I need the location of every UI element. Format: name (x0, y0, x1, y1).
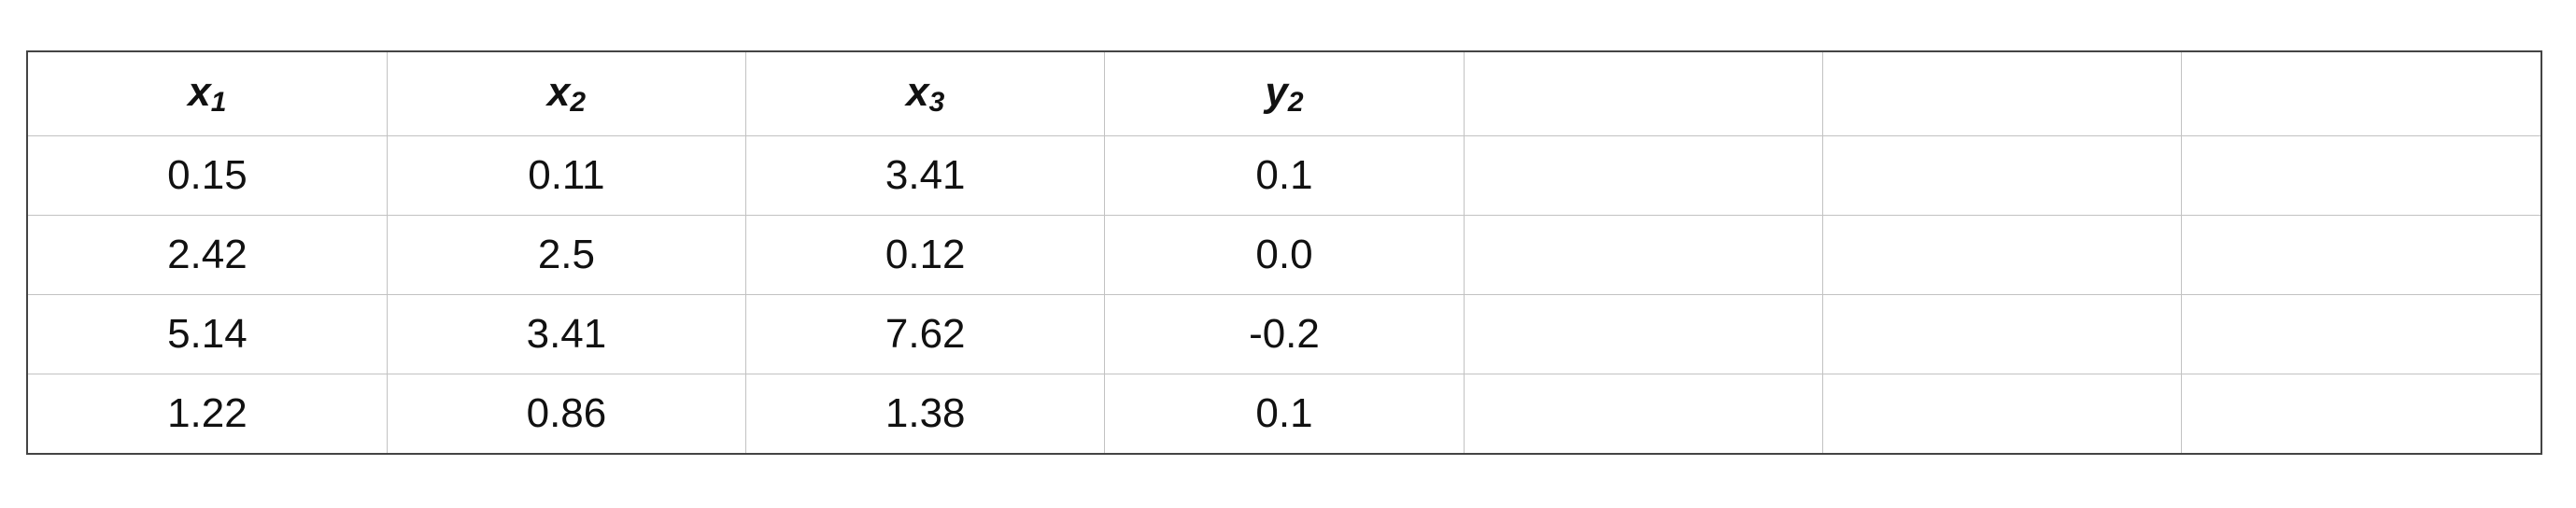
table-cell (1821, 374, 2183, 453)
table-cell: -0.2 (1104, 294, 1465, 375)
table-cell: 0.86 (386, 374, 747, 453)
table-cell: 1.22 (28, 374, 388, 453)
table-cell: 7.62 (745, 294, 1106, 375)
table-cell (1463, 374, 1823, 453)
table-cell: 0.1 (1104, 374, 1465, 453)
header-cell-empty (1821, 52, 2183, 136)
data-table-grid: x1 x2 x3 y2 0.15 0.11 3.41 0.1 2.42 2.5 … (28, 52, 2541, 453)
table-cell (1821, 134, 2183, 216)
table-cell: 0.0 (1104, 214, 1465, 296)
table-cell (1463, 294, 1823, 375)
table-cell (1821, 294, 2183, 375)
table-cell (2181, 374, 2541, 453)
table-cell: 0.1 (1104, 134, 1465, 216)
table-cell (2181, 214, 2541, 296)
data-table: x1 x2 x3 y2 0.15 0.11 3.41 0.1 2.42 2.5 … (26, 50, 2542, 455)
header-cell-x2: x2 (386, 52, 747, 136)
table-cell (2181, 294, 2541, 375)
table-cell: 1.38 (745, 374, 1106, 453)
table-cell (1463, 214, 1823, 296)
header-cell-y2: y2 (1104, 52, 1465, 136)
header-cell-x1: x1 (28, 52, 388, 136)
table-cell: 2.5 (386, 214, 747, 296)
table-row: 1.22 0.86 1.38 0.1 (28, 374, 2541, 453)
table-cell: 0.11 (386, 134, 747, 216)
table-cell: 0.15 (28, 134, 388, 216)
table-row: 2.42 2.5 0.12 0.0 (28, 214, 2541, 296)
table-row: 5.14 3.41 7.62 -0.2 (28, 294, 2541, 375)
table-cell (2181, 134, 2541, 216)
table-cell: 5.14 (28, 294, 388, 375)
header-row: x1 x2 x3 y2 (28, 52, 2541, 136)
table-cell: 3.41 (386, 294, 747, 375)
table-cell (1463, 134, 1823, 216)
header-cell-empty (2181, 52, 2541, 136)
table-cell: 2.42 (28, 214, 388, 296)
header-cell-x3: x3 (745, 52, 1106, 136)
table-cell (1821, 214, 2183, 296)
table-row: 0.15 0.11 3.41 0.1 (28, 134, 2541, 216)
header-cell-empty (1463, 52, 1823, 136)
table-cell: 0.12 (745, 214, 1106, 296)
table-cell: 3.41 (745, 134, 1106, 216)
